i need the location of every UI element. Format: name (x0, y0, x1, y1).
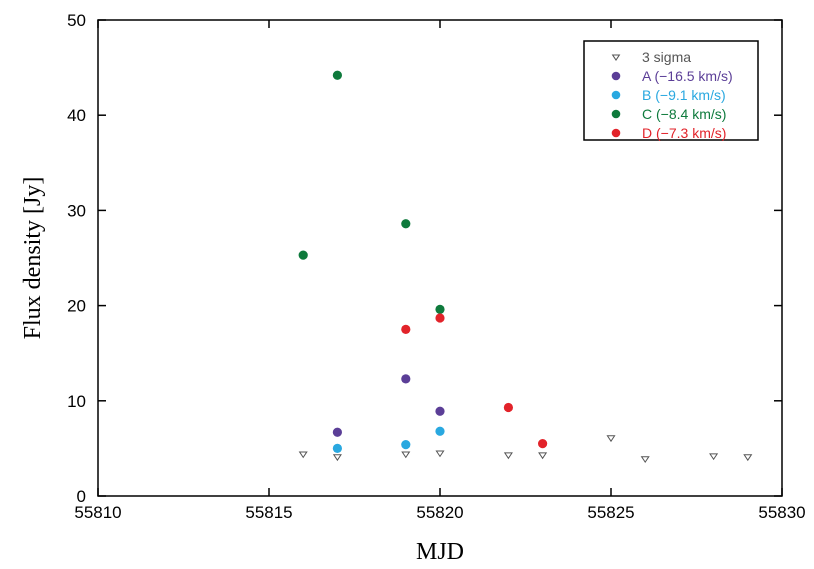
y-tick-label: 30 (67, 201, 86, 220)
data-point-series-4 (538, 439, 548, 449)
data-point-3sigma (606, 435, 616, 443)
x-tick-label: 55820 (416, 503, 463, 522)
data-point-series-4 (503, 402, 513, 413)
data-point-3sigma (435, 450, 445, 458)
y-tick-label: 20 (67, 297, 86, 316)
legend: 3 sigma A (−16.5 km/s) B (−9.1 km/s) C (−8.… (583, 40, 759, 141)
data-point-3sigma (709, 453, 719, 461)
data-point-series-1 (435, 406, 445, 416)
legend-label: 3 sigma (642, 49, 691, 65)
x-axis-title: MJD (416, 539, 464, 565)
data-point-3sigma (332, 454, 342, 462)
data-point-series-2 (435, 426, 445, 436)
data-point-3sigma (743, 454, 753, 462)
x-tick-label: 55825 (587, 503, 634, 522)
data-point-series-3 (435, 304, 445, 315)
data-point-series-4 (435, 313, 445, 323)
legend-label: A (−16.5 km/s) (642, 68, 733, 84)
legend-marker (611, 71, 621, 81)
y-tick-label: 50 (67, 11, 86, 30)
legend-marker (611, 109, 621, 119)
data-point-series-3 (401, 219, 411, 229)
legend-label: C (−8.4 km/s) (642, 106, 726, 122)
y-axis-ticks: 0 10 20 30 40 50 (67, 11, 782, 506)
legend-marker (611, 90, 621, 100)
data-point-series-1 (401, 374, 411, 384)
x-tick-label: 55810 (74, 503, 121, 522)
y-tick-label: 0 (77, 487, 86, 506)
y-tick-label: 10 (67, 392, 86, 411)
data-point-3sigma (538, 452, 548, 460)
x-axis-ticks: 55810 55815 55820 55825 55830 (74, 20, 806, 522)
legend-box (583, 40, 759, 141)
y-tick-label: 40 (67, 106, 86, 125)
data-point-3sigma (401, 451, 411, 459)
data-points (298, 70, 753, 464)
data-point-series-4 (401, 324, 411, 334)
x-tick-label: 55815 (245, 503, 292, 522)
data-point-series-2 (332, 443, 342, 453)
legend-label: D (−7.3 km/s) (642, 125, 726, 141)
data-point-3sigma (298, 451, 308, 459)
data-point-3sigma (503, 452, 513, 460)
data-point-3sigma (640, 456, 650, 464)
legend-marker (611, 128, 621, 138)
y-axis-title: Flux density [Jy] (20, 177, 46, 340)
data-point-series-3 (298, 250, 308, 260)
data-point-series-2 (401, 439, 411, 450)
legend-label: B (−9.1 km/s) (642, 87, 726, 103)
data-point-series-3 (332, 70, 342, 80)
legend-marker (611, 54, 621, 61)
x-tick-label: 55830 (758, 503, 805, 522)
data-point-series-1 (332, 427, 342, 437)
